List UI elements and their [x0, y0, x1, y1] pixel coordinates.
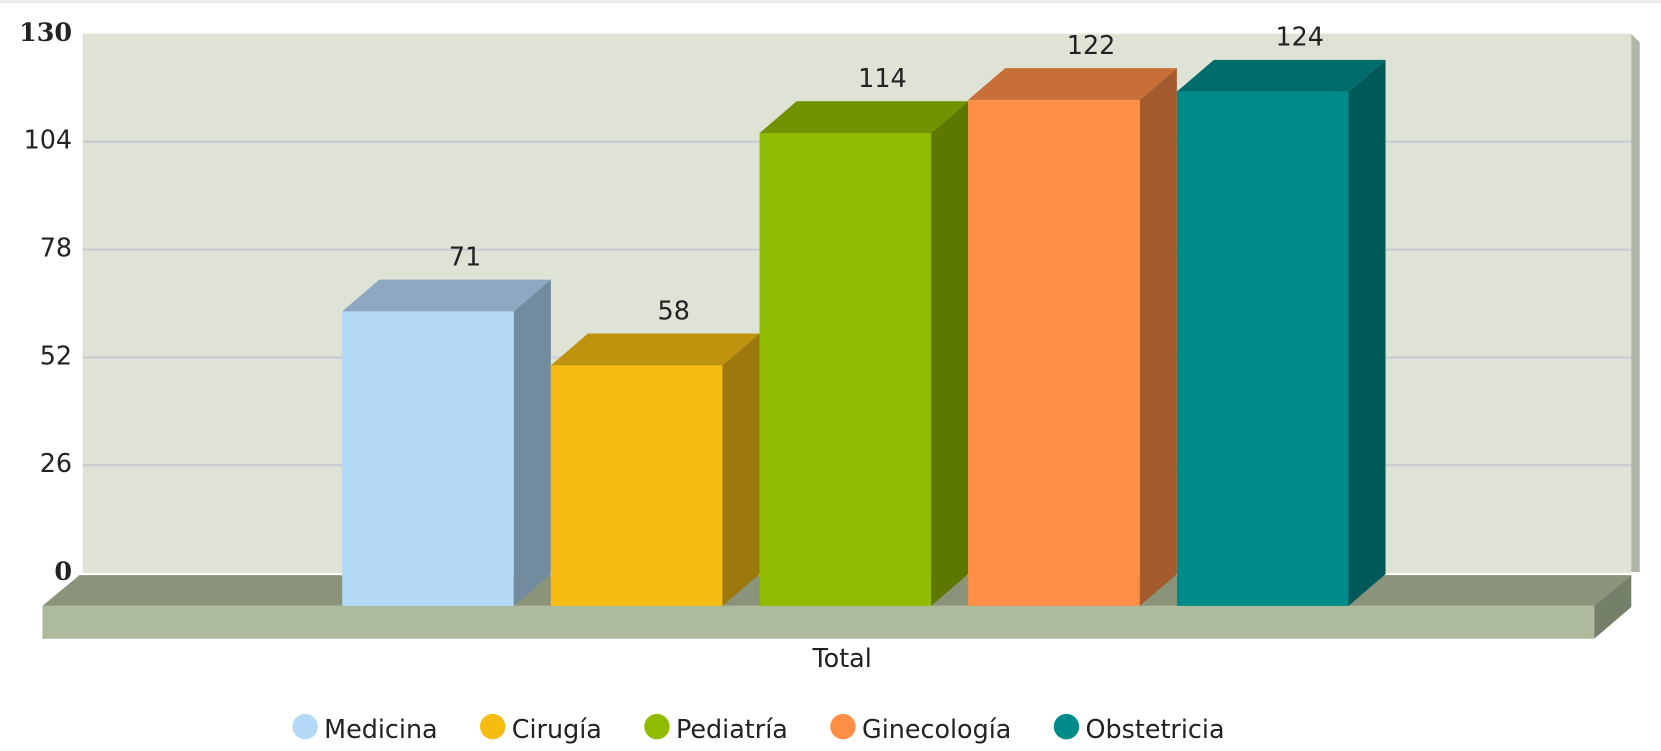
legend-marker: [644, 713, 670, 740]
legend-label: Medicina: [324, 714, 437, 744]
bar-top: [1176, 59, 1386, 92]
bar-side: [1348, 59, 1386, 606]
value-label: 58: [658, 295, 690, 325]
legend-marker: [1053, 713, 1080, 740]
legend-label: Ginecología: [862, 714, 1011, 744]
bar-side: [722, 333, 760, 606]
bar-side: [931, 101, 969, 606]
value-label: 124: [1275, 22, 1324, 52]
bar-top: [759, 101, 969, 134]
y-tick-label: 26: [40, 448, 72, 478]
y-tick-label: 104: [24, 125, 73, 155]
legend-label: Pediatría: [676, 714, 788, 744]
y-tick-label: 0: [54, 556, 72, 586]
value-label: 122: [1067, 30, 1116, 60]
bar: [342, 311, 514, 606]
bar: [968, 99, 1140, 606]
x-tick-label: Total: [811, 643, 871, 673]
bar-top: [968, 68, 1177, 100]
legend-marker: [830, 713, 856, 740]
y-tick-label: 78: [40, 233, 72, 263]
y-tick-label: 52: [40, 340, 72, 370]
y-tick-label: 130: [19, 17, 72, 47]
bar-top: [342, 279, 551, 312]
legend-marker: [292, 713, 318, 740]
legend-label: Obstetricia: [1086, 714, 1225, 744]
bar-top: [550, 333, 760, 366]
legend-label: Cirugía: [512, 714, 602, 744]
floor-side: [1594, 575, 1632, 639]
floor-front: [42, 605, 1595, 639]
bar-side: [1139, 68, 1177, 606]
bar: [550, 365, 723, 606]
top-border: [0, 0, 1661, 4]
legend-marker: [479, 713, 506, 740]
bar: [1176, 91, 1349, 606]
bar: [759, 133, 932, 606]
value-label: 71: [449, 241, 481, 271]
value-label: 114: [858, 63, 906, 93]
bar-side: [513, 279, 551, 606]
